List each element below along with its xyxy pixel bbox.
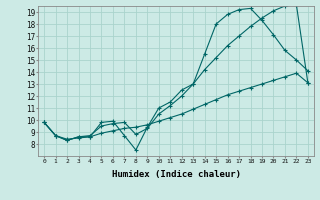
X-axis label: Humidex (Indice chaleur): Humidex (Indice chaleur) (111, 170, 241, 179)
